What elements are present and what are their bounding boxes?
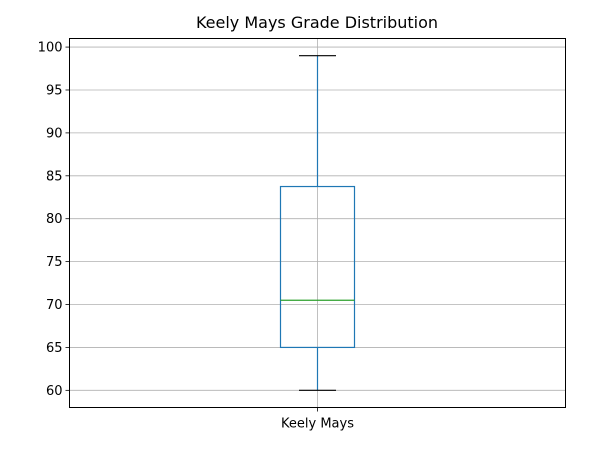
y-tick-label: 95 (46, 83, 63, 98)
box-layer (279, 55, 356, 391)
y-tick-label: 70 (46, 298, 63, 313)
y-tick-label: 100 (38, 41, 63, 56)
iqr-box (279, 185, 356, 349)
plot-frame (69, 38, 566, 408)
y-tick-label: 60 (46, 384, 63, 399)
y-tick-label: 75 (46, 255, 63, 270)
y-tick-label: 65 (46, 341, 63, 356)
y-tick-label: 90 (46, 126, 63, 141)
chart-title: Keely Mays Grade Distribution (196, 13, 438, 32)
axis-layer: 60 65 70 75 80 85 90 95 100 Keely Mays (38, 41, 355, 432)
y-tick-label: 80 (46, 212, 63, 227)
x-tick-label: Keely Mays (281, 417, 354, 432)
y-tick-label: 85 (46, 169, 63, 184)
